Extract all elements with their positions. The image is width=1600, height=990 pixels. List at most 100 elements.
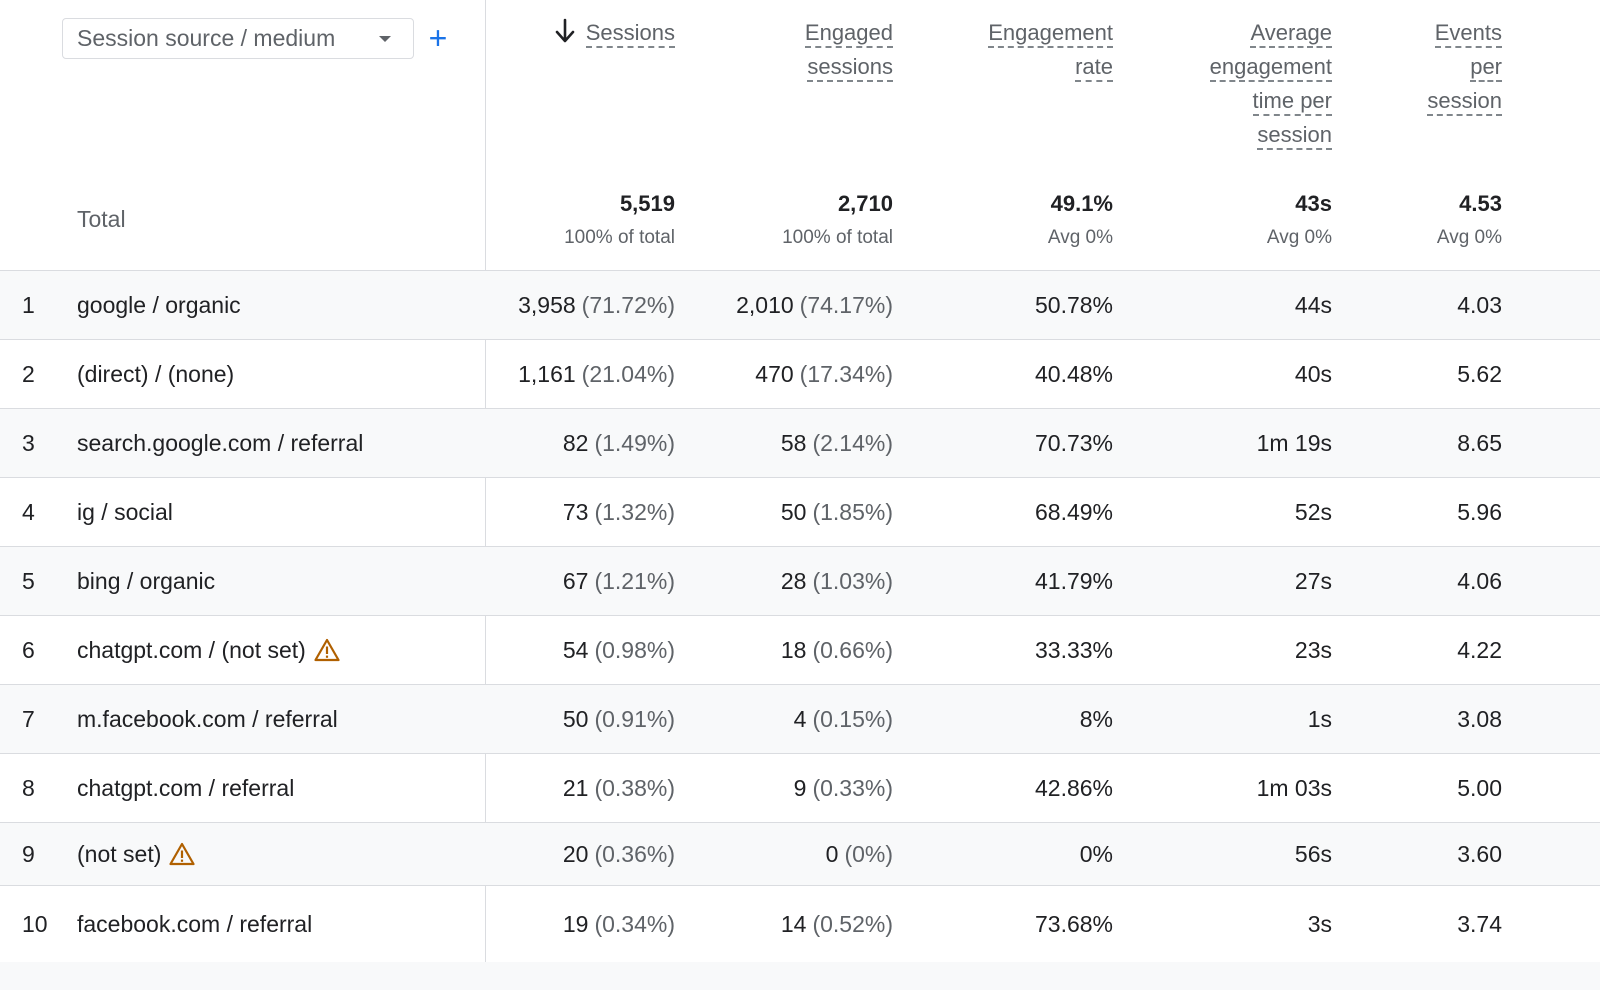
row-avg-engagement-time: 27s (1294, 567, 1332, 594)
table-row[interactable]: 5 bing / organic 67 (1.21%) 28 (1.03%) 41.… (0, 547, 1600, 616)
row-engagement-rate: 41.79% (1034, 567, 1113, 594)
row-dimension-value[interactable]: (direct) / (none) (77, 360, 235, 387)
row-engaged-sessions: 470 (17.34%) (755, 360, 893, 387)
row-engagement-rate: 73.68% (1034, 910, 1113, 937)
column-header-avg-engagement-time[interactable]: Average engagement time per session (1209, 16, 1332, 152)
table-row[interactable]: 8 chatgpt.com / referral 21 (0.38%) 9 (0.3… (0, 754, 1600, 823)
totals-time: 43s Avg 0% (1267, 190, 1332, 250)
row-engagement-rate: 0% (1079, 840, 1113, 867)
table-row[interactable]: 2 (direct) / (none) 1,161 (21.04%) 470 (17… (0, 340, 1600, 409)
row-dimension-value[interactable]: google / organic (77, 291, 241, 318)
totals-events-sub: Avg 0% (1436, 227, 1502, 248)
totals-time-value: 43s (1295, 191, 1332, 216)
row-engagement-rate: 8% (1079, 705, 1113, 732)
column-header-sessions[interactable]: Sessions (554, 16, 675, 50)
table-row[interactable]: 7 m.facebook.com / referral 50 (0.91%) 4(… (0, 685, 1600, 754)
column-header-engaged-sessions[interactable]: Engaged sessions (804, 16, 893, 84)
dropdown-caret-icon (379, 36, 391, 42)
row-events-per-session: 8.65 (1457, 429, 1502, 456)
table-footer-band (0, 962, 1600, 990)
table-row[interactable]: 4 ig / social 73 (1.32%) 50 (1.85%) 68.49%… (0, 478, 1600, 547)
row-engagement-rate: 33.33% (1034, 636, 1113, 663)
row-engaged-sessions: 28 (1.03%) (780, 567, 893, 594)
column-header-events-per-session[interactable]: Events per session (1427, 16, 1502, 118)
row-events-per-session: 4.03 (1457, 291, 1502, 318)
row-engaged-sessions: 2,010 (74.17%) (736, 291, 893, 318)
row-number: 1 (22, 291, 35, 318)
table-row[interactable]: 3 search.google.com / referral 82 (1.49%)… (0, 409, 1600, 478)
row-engagement-rate: 40.48% (1034, 360, 1113, 387)
row-dimension-value[interactable]: ig / social (77, 498, 173, 525)
add-dimension-button[interactable]: + (424, 18, 452, 58)
row-avg-engagement-time: 52s (1294, 498, 1332, 525)
table-row[interactable]: 9 (not set) 20 (0.36%) 0 (0%) 0% 56s 3.60 (0, 823, 1600, 886)
row-engaged-sessions: 14 (0.52%) (780, 910, 893, 937)
row-engaged-sessions: 9 (0.33%) (793, 774, 893, 801)
table-row[interactable]: 6 chatgpt.com / (not set) 54 (0.98%) 18 (0… (0, 616, 1600, 685)
row-events-per-session: 3.60 (1457, 840, 1502, 867)
row-sessions: 19 (0.34%) (562, 910, 675, 937)
table-row[interactable]: 1 google / organic 3,958 (71.72%) 2,010 (7… (0, 271, 1600, 340)
row-number: 6 (22, 636, 35, 663)
dimension-selector[interactable]: Session source / medium (62, 18, 414, 59)
row-avg-engagement-time: 23s (1294, 636, 1332, 663)
row-engagement-rate: 50.78% (1034, 291, 1113, 318)
row-avg-engagement-time: 1s (1307, 705, 1332, 732)
row-engaged-sessions: 18 (0.66%) (780, 636, 893, 663)
row-avg-engagement-time: 1m 19s (1256, 429, 1332, 456)
row-engagement-rate: 42.86% (1034, 774, 1113, 801)
row-sessions: 50 (0.91%) (562, 705, 675, 732)
row-number: 5 (22, 567, 35, 594)
row-dimension-value[interactable]: facebook.com / referral (77, 910, 313, 937)
row-events-per-session: 4.22 (1457, 636, 1502, 663)
totals-engaged-sub: 100% of total (782, 227, 893, 248)
totals-engaged: 2,710 100% of total (782, 190, 893, 250)
row-sessions: 21 (0.38%) (562, 774, 675, 801)
row-events-per-session: 3.74 (1457, 910, 1502, 937)
totals-events: 4.53 Avg 0% (1437, 190, 1502, 250)
row-events-per-session: 5.00 (1457, 774, 1502, 801)
row-number: 4 (22, 498, 35, 525)
row-engagement-rate: 70.73% (1034, 429, 1113, 456)
sort-descending-arrow-icon (554, 18, 576, 44)
totals-sessions: 5,519 100% of total (564, 190, 675, 250)
warning-icon[interactable] (169, 842, 195, 866)
row-sessions: 73 (1.32%) (562, 498, 675, 525)
row-sessions: 3,958 (71.72%) (518, 291, 675, 318)
totals-sessions-sub: 100% of total (564, 227, 675, 248)
totals-engaged-value: 2,710 (837, 191, 893, 216)
row-sessions: 54 (0.98%) (562, 636, 675, 663)
row-avg-engagement-time: 56s (1294, 840, 1332, 867)
totals-rate-value: 49.1% (1050, 191, 1113, 216)
plus-icon: + (428, 20, 448, 56)
column-header-engagement-rate[interactable]: Engagement rate (988, 16, 1113, 84)
row-number: 10 (22, 910, 48, 937)
row-number: 2 (22, 360, 35, 387)
row-engaged-sessions: 0 (0%) (825, 840, 893, 867)
row-sessions: 20 (0.36%) (562, 840, 675, 867)
row-sessions: 67 (1.21%) (562, 567, 675, 594)
row-dimension-value[interactable]: chatgpt.com / referral (77, 774, 295, 801)
row-number: 7 (22, 705, 35, 732)
row-sessions: 82 (1.49%) (562, 429, 675, 456)
row-dimension-value[interactable]: search.google.com / referral (77, 429, 364, 456)
warning-icon[interactable] (314, 638, 340, 662)
row-number: 8 (22, 774, 35, 801)
row-dimension-value[interactable]: (not set) (77, 823, 195, 885)
row-avg-engagement-time: 40s (1294, 360, 1332, 387)
totals-events-value: 4.53 (1459, 191, 1502, 216)
totals-rate-sub: Avg 0% (1047, 227, 1113, 248)
row-engagement-rate: 68.49% (1034, 498, 1113, 525)
row-number: 3 (22, 429, 35, 456)
row-dimension-value[interactable]: bing / organic (77, 567, 216, 594)
row-avg-engagement-time: 1m 03s (1256, 774, 1332, 801)
header-divider (0, 270, 1600, 271)
table-row[interactable]: 10 facebook.com / referral 19 (0.34%) 14(… (0, 886, 1600, 962)
row-engaged-sessions: 50 (1.85%) (780, 498, 893, 525)
totals-time-sub: Avg 0% (1266, 227, 1332, 248)
totals-label: Total (77, 206, 126, 232)
dimension-column-divider (485, 0, 486, 962)
row-dimension-value[interactable]: chatgpt.com / (not set) (77, 616, 340, 684)
row-dimension-value[interactable]: m.facebook.com / referral (77, 705, 338, 732)
row-engaged-sessions: 58 (2.14%) (780, 429, 893, 456)
